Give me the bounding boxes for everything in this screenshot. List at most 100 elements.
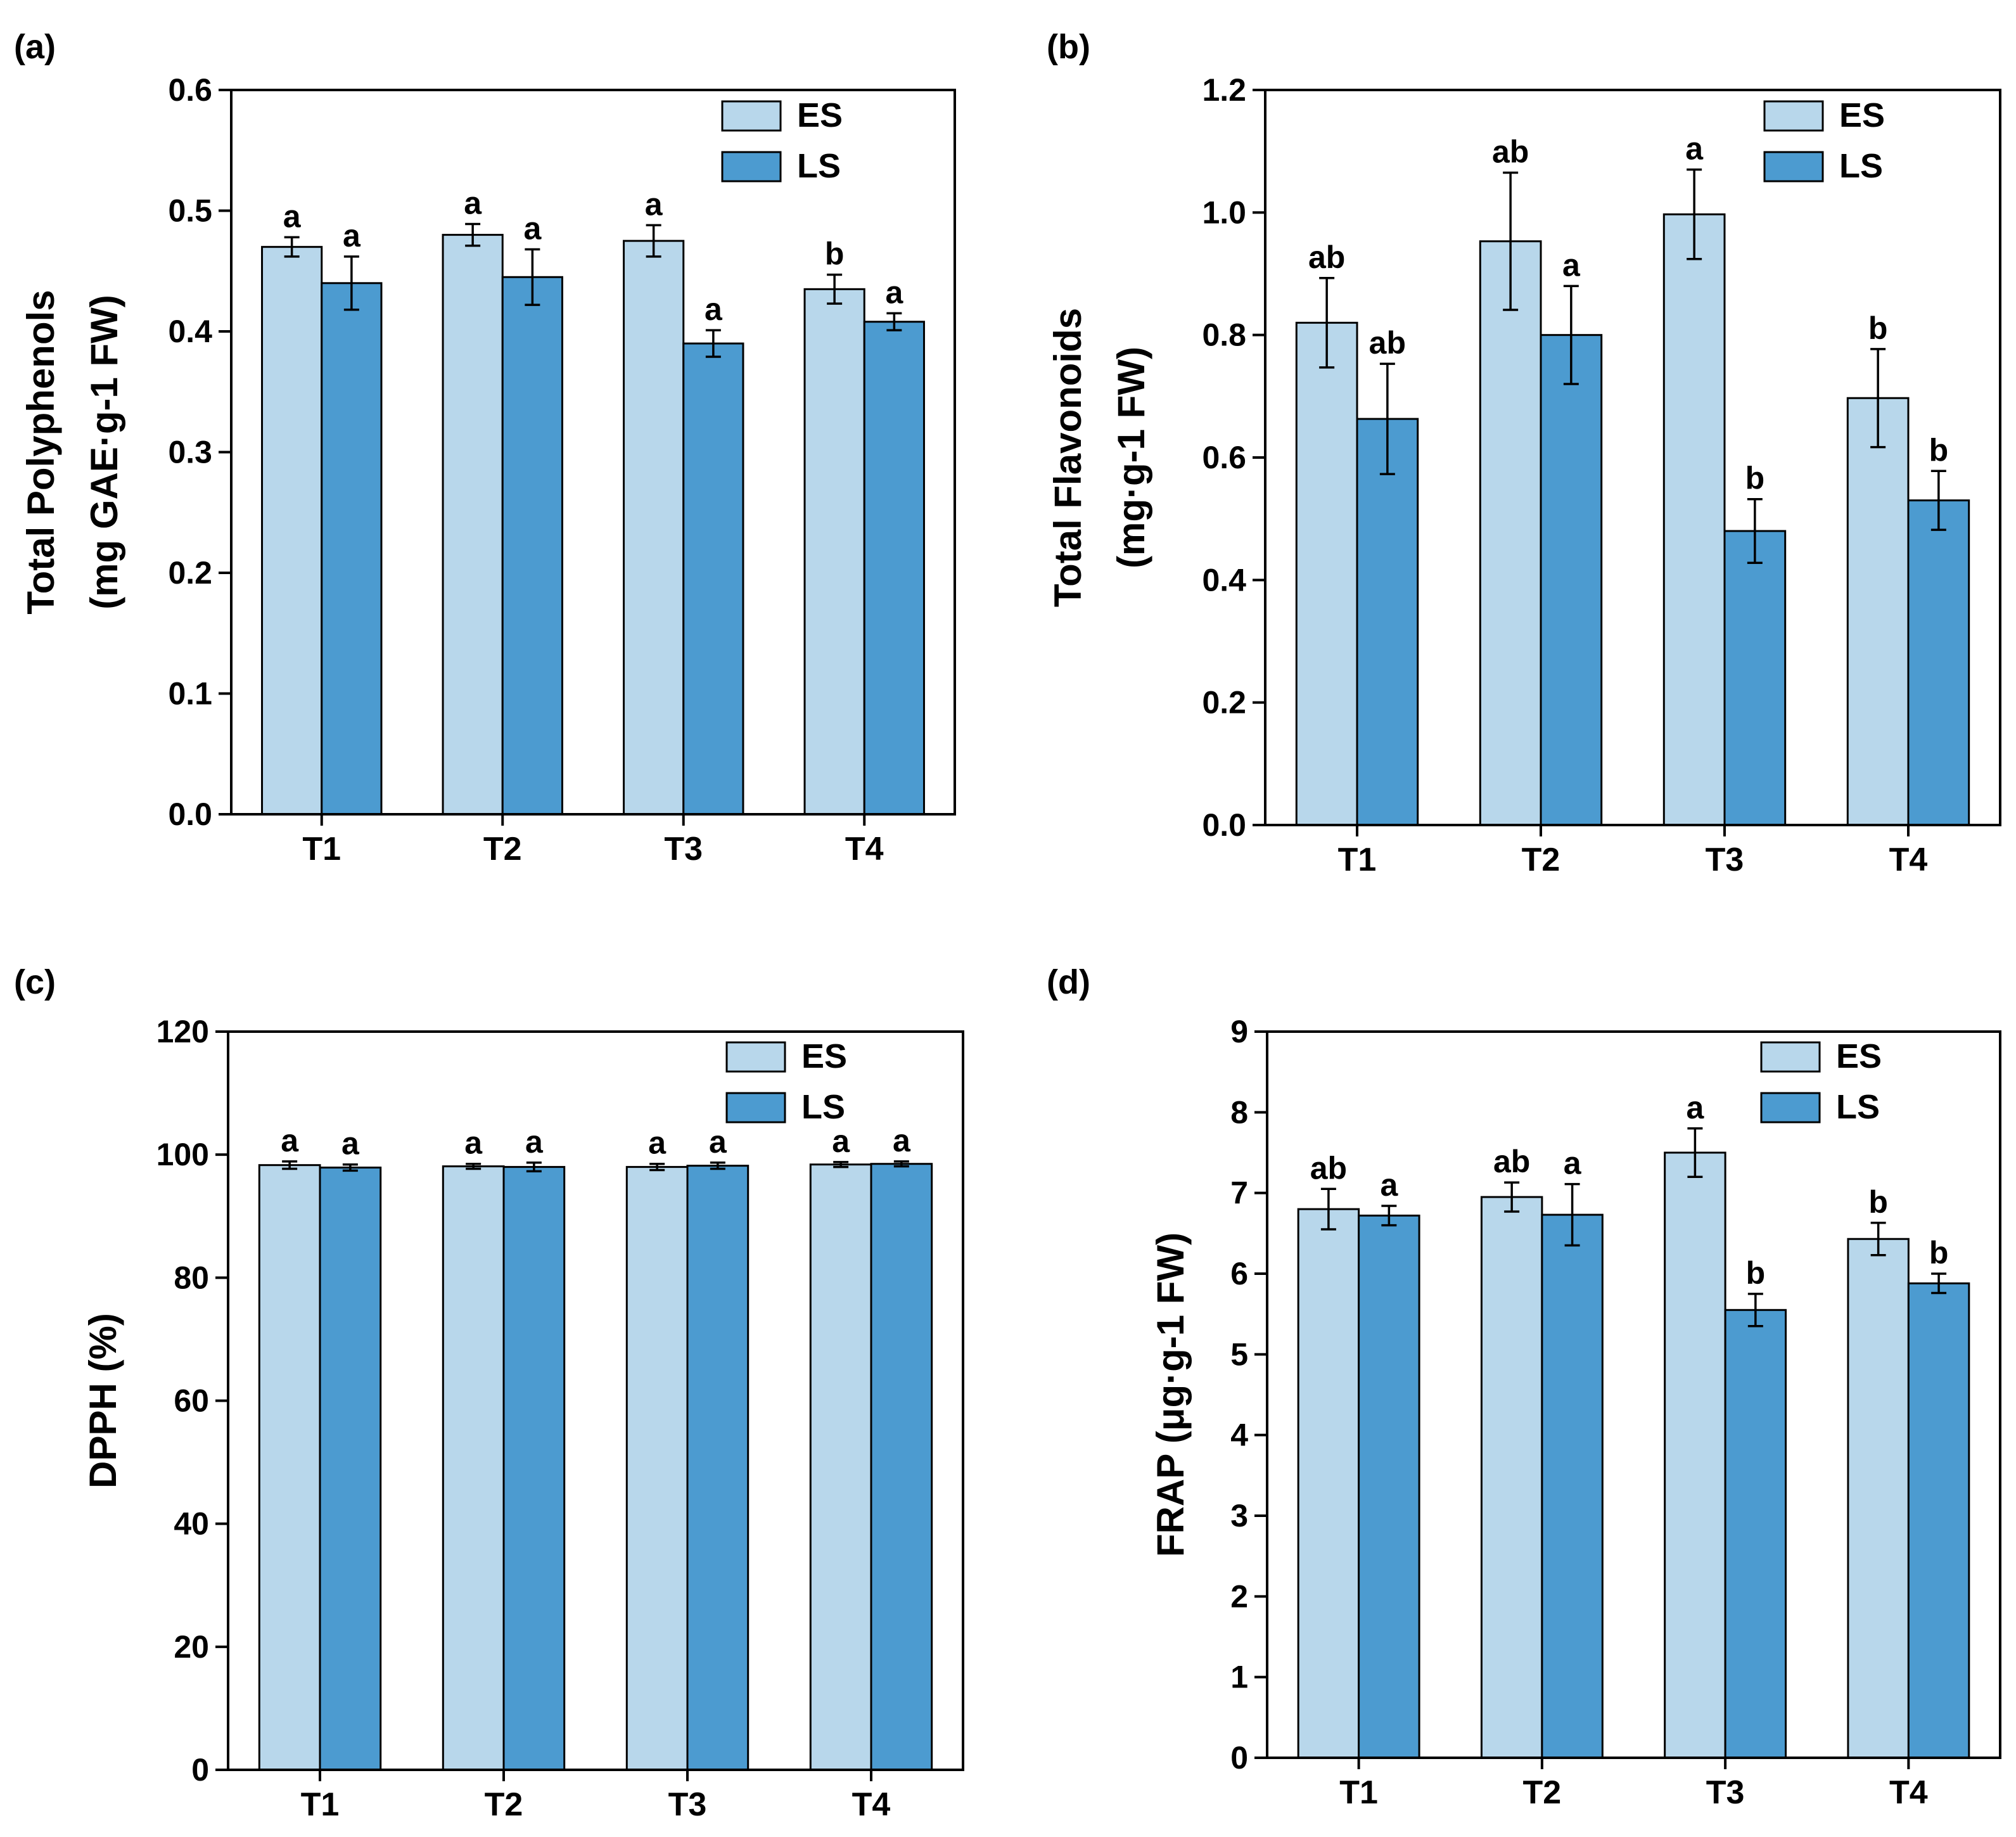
x-tick-label: T1 (301, 1786, 340, 1823)
legend-label: LS (1839, 147, 1883, 185)
legend-label: ES (801, 1037, 847, 1075)
error-bar (1564, 1182, 1580, 1247)
significance-label: a (648, 1125, 667, 1161)
significance-label: b (1868, 1184, 1888, 1220)
legend-swatch-es (1763, 100, 1824, 132)
bar-es-t2 (1479, 240, 1542, 826)
y-tick-label: 7 (1230, 1175, 1248, 1211)
bar-es-t4 (809, 1163, 872, 1771)
significance-label: a (281, 1123, 299, 1158)
y-axis-label: DPPH (%) (82, 1313, 124, 1488)
error-bar (1747, 497, 1763, 565)
error-bar (1319, 277, 1335, 369)
significance-label: a (1380, 1167, 1398, 1203)
error-bar (893, 1160, 909, 1168)
bar-ls-t3 (1724, 1309, 1787, 1759)
significance-label: ab (1369, 325, 1406, 361)
x-tick-label: T4 (1889, 842, 1928, 878)
y-tick-label: 0.6 (1202, 440, 1246, 475)
error-bar (282, 1160, 298, 1170)
significance-label: a (464, 1125, 483, 1161)
y-tick-label: 8 (1230, 1094, 1248, 1130)
bar-ls-t1 (319, 1167, 382, 1771)
bar-ls-t3 (1723, 530, 1787, 826)
legend-swatch-ls (725, 1092, 786, 1123)
y-tick-label: 5 (1230, 1336, 1248, 1372)
y-tick-label: 1 (1230, 1660, 1248, 1695)
plot-frame (230, 89, 956, 816)
bar-es-t2 (1480, 1196, 1543, 1759)
error-bar (466, 1162, 482, 1170)
x-tick-label: T1 (1339, 1774, 1378, 1811)
significance-label: a (523, 210, 542, 246)
y-tick-label: 3 (1230, 1498, 1248, 1533)
significance-label: b (825, 236, 845, 271)
y-tick-label: 80 (174, 1260, 209, 1295)
error-bar (1870, 348, 1886, 449)
significance-label: ab (1310, 1150, 1347, 1186)
bar-ls-t2 (502, 1166, 566, 1771)
legend-label: ES (797, 96, 843, 134)
y-tick-label: 0.0 (168, 797, 212, 832)
significance-label: ab (1492, 134, 1529, 170)
plot-frame (1266, 1030, 2001, 1759)
error-bar (827, 273, 843, 305)
bar-ls-t4 (870, 1163, 933, 1771)
y-tick-label: 0.0 (1202, 807, 1246, 843)
y-tick-label: 40 (174, 1506, 209, 1542)
y-tick-label: 0 (1230, 1740, 1248, 1776)
error-bar (343, 255, 359, 311)
y-tick-label: 0.3 (168, 435, 212, 470)
y-axis-label: (mg GAE·g-1 FW) (83, 295, 125, 610)
significance-label: b (1868, 310, 1888, 346)
panel-label: (d) (1047, 963, 1090, 1001)
significance-label: a (464, 185, 482, 221)
bar-es-t4 (803, 288, 865, 816)
bar-es-t3 (1662, 213, 1726, 826)
chart-panel-c: (c) 0 20 40 60 80 100 120 T1 a a T2 a a T3 a a T4 a a DPPH (… (14, 963, 964, 1823)
bar-es-t3 (1664, 1151, 1726, 1759)
panel-label: (b) (1047, 28, 1090, 66)
bar-ls-t2 (1540, 334, 1603, 826)
x-tick-label: T3 (1706, 1774, 1745, 1811)
bar-es-t1 (1297, 1208, 1360, 1759)
y-tick-label: 6 (1230, 1256, 1248, 1291)
significance-label: a (1685, 131, 1704, 167)
x-tick-label: T2 (485, 1786, 523, 1823)
significance-label: a (1564, 1146, 1582, 1181)
y-tick-label: 0.6 (168, 72, 212, 108)
error-bar (705, 329, 721, 358)
significance-label: a (1562, 247, 1581, 283)
bar-ls-t4 (863, 321, 925, 816)
x-tick-label: T4 (852, 1786, 891, 1823)
error-bar (1504, 1181, 1520, 1213)
y-tick-label: 0.2 (168, 555, 212, 591)
legend-label: LS (1836, 1088, 1880, 1126)
significance-label: a (885, 274, 903, 310)
error-bar (1870, 1222, 1886, 1257)
x-tick-label: T4 (845, 831, 884, 867)
y-tick-label: 1.0 (1202, 195, 1246, 230)
significance-label: a (343, 218, 361, 253)
bar-es-t4 (1847, 1238, 1910, 1759)
x-tick-label: T2 (1523, 1774, 1562, 1811)
legend-swatch-ls (1760, 1092, 1821, 1123)
y-tick-label: 0.4 (168, 314, 212, 349)
error-bar (1931, 1272, 1947, 1295)
x-tick-label: T1 (302, 831, 341, 867)
significance-label: a (709, 1124, 727, 1160)
legend-swatch-ls (1763, 151, 1824, 182)
bar-es-t1 (1295, 321, 1358, 826)
y-axis-label: FRAP (μg·g-1 FW) (1149, 1232, 1192, 1557)
significance-label: ab (1308, 240, 1345, 275)
bar-ls-t3 (682, 342, 744, 816)
y-tick-label: 20 (174, 1629, 209, 1665)
bar-ls-t2 (1541, 1213, 1604, 1759)
y-tick-label: 0.4 (1202, 562, 1246, 598)
bar-es-t3 (623, 240, 685, 816)
error-bar (342, 1163, 358, 1172)
y-tick-label: 120 (156, 1014, 209, 1049)
bar-es-t2 (442, 234, 504, 816)
error-bar (1687, 168, 1702, 260)
error-bar (1563, 285, 1579, 385)
